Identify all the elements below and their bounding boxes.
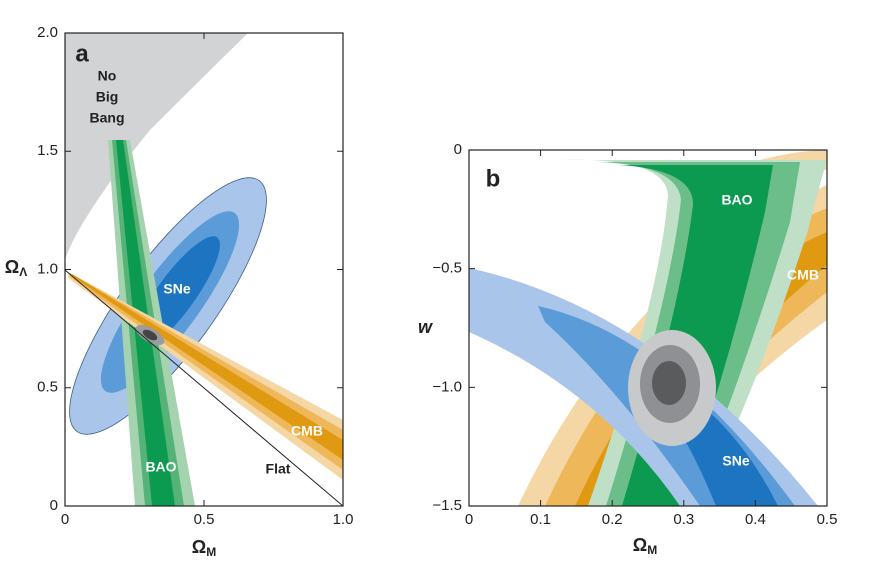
y-tick-label: −1.0 [432, 378, 462, 395]
y-tick-label: 2.0 [37, 24, 58, 41]
region-label: BAO [145, 459, 176, 475]
y-axis-label-symbol: Ω [5, 257, 19, 277]
y-axis-label: ΩΛ [5, 257, 27, 279]
panel-label: a [75, 40, 89, 67]
x-axis-label: ΩM [192, 537, 216, 559]
x-axis-label-symbol: Ω [633, 535, 647, 555]
y-tick-label: 1.5 [37, 142, 58, 159]
x-axis-label-subscript: M [206, 545, 216, 559]
region-label: BAO [721, 192, 752, 208]
region-label: SNe [163, 281, 190, 297]
region-label: Bang [90, 110, 125, 126]
x-axis-label-symbol: Ω [192, 537, 206, 557]
x-tick-label: 0.3 [673, 511, 694, 528]
cmb-band-mid [70, 273, 343, 470]
region-label: Flat [266, 461, 291, 477]
x-tick-label: 0 [61, 511, 69, 528]
y-tick-label: −1.5 [432, 497, 462, 514]
region-label: No [98, 68, 117, 84]
x-tick-label: 0.4 [745, 511, 766, 528]
flat-line [65, 269, 343, 506]
combined-contour-inner [652, 361, 686, 405]
y-tick-label: 0 [50, 497, 58, 514]
y-axis-label: w [418, 317, 433, 337]
y-tick-label: 0.5 [37, 379, 58, 396]
y-axis-label-symbol: w [418, 317, 433, 337]
x-axis-label: ΩM [633, 535, 657, 557]
region-label: CMB [291, 423, 323, 439]
panel-label: b [486, 165, 501, 192]
cmb-band-inner [72, 274, 343, 460]
y-tick-label: 0 [454, 141, 462, 158]
x-tick-label: 1.0 [333, 511, 354, 528]
y-axis-label-subscript: Λ [19, 265, 27, 279]
panel-b-regions [469, 150, 827, 506]
x-tick-label: 0 [465, 511, 473, 528]
plot-frame [468, 149, 828, 507]
y-tick-label: −0.5 [432, 260, 462, 277]
region-label: Big [96, 89, 119, 105]
y-tick-label: 1.0 [37, 260, 58, 277]
no-big-bang-region [65, 33, 248, 260]
region-label: CMB [787, 267, 819, 283]
region-label: SNe [722, 453, 749, 469]
panel-a-regions [65, 33, 343, 506]
combined-contour-inner [142, 329, 158, 341]
x-tick-label: 0.5 [817, 511, 838, 528]
x-tick-label: 0.5 [194, 511, 215, 528]
x-tick-label: 0.2 [602, 511, 623, 528]
x-axis-label-subscript: M [647, 543, 657, 557]
x-tick-label: 0.1 [530, 511, 551, 528]
